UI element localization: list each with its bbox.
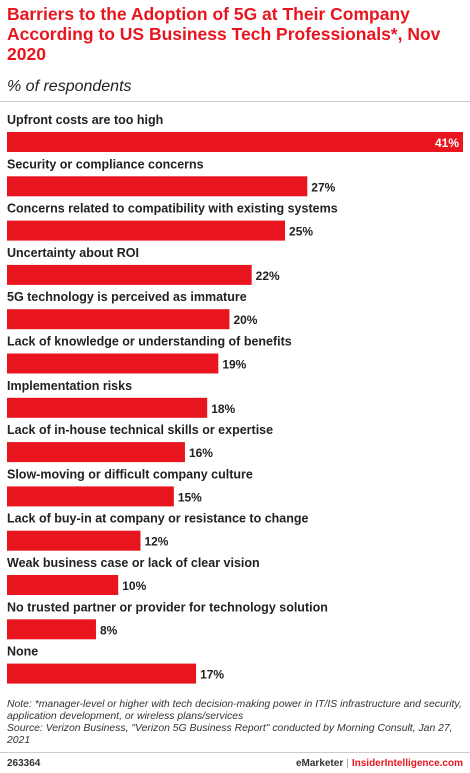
bar: [7, 176, 308, 197]
chart-footnote: Note: *manager-level or higher with tech…: [7, 699, 467, 747]
bar: [7, 575, 119, 595]
bar: [7, 619, 96, 640]
value-label: 18%: [211, 402, 235, 416]
bar: [7, 530, 141, 551]
category-label: Security or compliance concerns: [7, 157, 204, 171]
bar: [7, 264, 252, 285]
emarketer-logo-text: eMarketer: [295, 758, 344, 769]
category-label: Lack of knowledge or understanding of be…: [7, 335, 292, 349]
chart-subtitle: % of respondents: [7, 78, 132, 95]
chart-id: 263364: [7, 758, 41, 769]
bar: [7, 442, 185, 463]
value-label: 25%: [289, 225, 313, 239]
bar: [7, 663, 197, 684]
value-label: 15%: [178, 490, 202, 504]
value-label: 16%: [189, 446, 213, 460]
category-label: None: [7, 645, 38, 659]
value-label: 20%: [233, 313, 257, 327]
bar: [7, 220, 286, 241]
bar-chart: Upfront costs are too high 41% Security or…: [7, 113, 463, 684]
chart-title: Barriers to the Adoption of 5G at Their …: [7, 4, 441, 64]
category-label: No trusted partner or provider for techn…: [7, 600, 328, 614]
category-label: Lack of in-house technical skills or exp…: [7, 423, 273, 437]
bar: [7, 132, 463, 152]
category-label: Uncertainty about ROI: [7, 246, 139, 260]
value-label: 12%: [144, 535, 168, 549]
bottom-divider: [0, 752, 470, 753]
source-text: Source: Verizon Business, "Verizon 5G Bu…: [7, 723, 453, 746]
value-label: 8%: [100, 623, 118, 637]
value-label: 22%: [256, 269, 280, 283]
value-label: 17%: [200, 668, 224, 682]
category-label: Lack of buy-in at company or resistance …: [7, 512, 309, 526]
category-label: Implementation risks: [7, 379, 132, 393]
value-label: 10%: [122, 579, 146, 593]
insider-intelligence-link[interactable]: InsiderIntelligence.com: [351, 758, 463, 769]
top-divider: [0, 101, 470, 102]
category-label: Concerns related to compatibility with e…: [7, 202, 338, 216]
category-label: Upfront costs are too high: [7, 113, 163, 127]
bar: [7, 397, 208, 418]
note-text: Note: *manager-level or higher with tech…: [7, 699, 462, 722]
category-label: 5G technology is perceived as immature: [7, 290, 247, 304]
bar: [7, 486, 174, 507]
footer-brand: eMarketer | InsiderIntelligence.com: [296, 758, 463, 769]
category-label: Weak business case or lack of clear visi…: [7, 556, 260, 570]
category-label: Slow-moving or difficult company culture: [7, 467, 253, 481]
bar: [7, 353, 219, 374]
bar: [7, 309, 230, 330]
value-label: 41%: [435, 136, 459, 150]
footer-separator: |: [346, 758, 349, 769]
value-label: 19%: [222, 358, 246, 372]
value-label: 27%: [311, 180, 335, 194]
